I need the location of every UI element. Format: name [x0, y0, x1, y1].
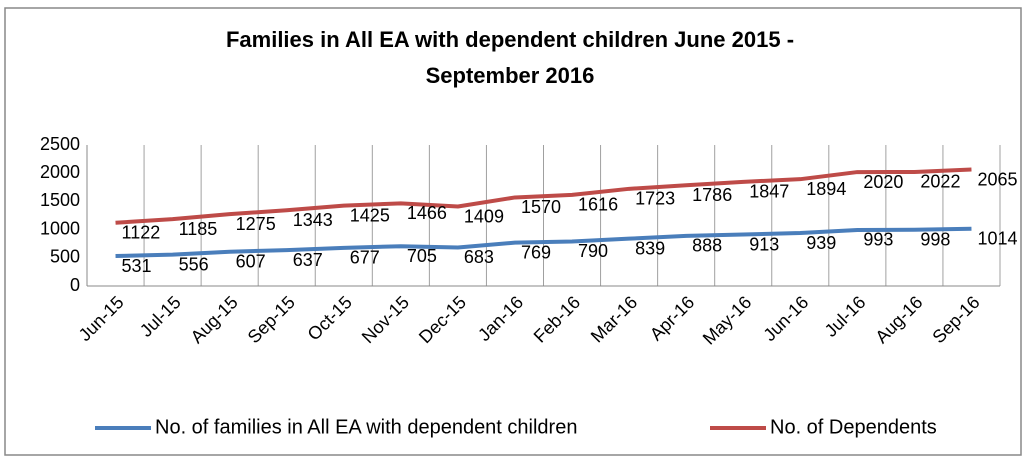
data-label: 1786: [692, 185, 732, 205]
data-label: 1275: [236, 214, 276, 234]
data-label: 1570: [521, 197, 561, 217]
data-label: 2020: [863, 172, 903, 192]
x-tick-label: Dec-15: [415, 292, 470, 347]
y-tick-label: 500: [50, 247, 80, 267]
data-label: 993: [863, 230, 893, 250]
data-label: 1894: [806, 179, 846, 199]
x-tick-label: Mar-16: [587, 292, 641, 346]
data-label: 637: [293, 250, 323, 270]
data-label: 1409: [464, 206, 504, 226]
data-label: 1122: [122, 222, 161, 242]
data-label: 2065: [977, 169, 1017, 189]
y-tick-label: 1500: [40, 190, 80, 210]
x-tick-label: Aug-16: [871, 292, 926, 347]
legend-label: No. of families in All EA with dependent…: [155, 416, 577, 438]
x-tick-label: Aug-15: [187, 292, 242, 347]
data-label: 913: [749, 234, 779, 254]
data-label: 790: [578, 241, 608, 261]
x-tick-label: Jun-16: [759, 292, 812, 345]
data-label: 683: [464, 247, 494, 267]
data-label: 839: [635, 238, 665, 258]
data-label: 2022: [920, 172, 960, 192]
x-tick-label: May-16: [699, 292, 756, 349]
data-label: 888: [692, 236, 722, 256]
data-label: 705: [407, 246, 437, 266]
data-label: 939: [806, 233, 836, 253]
y-tick-label: 0: [70, 275, 80, 295]
y-tick-label: 2000: [40, 162, 80, 182]
series-line: [115, 226, 972, 259]
x-tick-label: Sep-15: [244, 292, 299, 347]
data-label: 1185: [179, 219, 218, 239]
data-label: 998: [920, 229, 950, 249]
data-label: 1466: [407, 203, 447, 223]
data-label: 769: [521, 242, 551, 262]
data-label: 1847: [749, 182, 789, 202]
data-label: 1616: [578, 195, 618, 215]
x-tick-label: Apr-16: [646, 292, 698, 344]
series-line: [115, 167, 972, 225]
x-tick-label: Nov-15: [358, 292, 413, 347]
x-tick-label: Feb-16: [530, 292, 584, 346]
data-label: 1723: [635, 189, 675, 209]
y-tick-label: 2500: [40, 134, 80, 154]
x-tick-label: Jun-15: [75, 292, 128, 345]
y-tick-label: 1000: [40, 218, 80, 238]
x-tick-label: Jul-16: [821, 292, 870, 341]
data-label: 531: [122, 256, 152, 276]
legend-label: No. of Dependents: [770, 416, 937, 438]
frame: [4, 7, 1022, 456]
chart-title: Families in All EA with dependent childr…: [225, 27, 795, 88]
x-tick-label: Jul-15: [136, 292, 185, 341]
x-tick-label: Sep-16: [928, 292, 983, 347]
data-label: 677: [350, 248, 380, 268]
data-label: 1343: [293, 210, 333, 230]
x-tick-label: Jan-16: [474, 292, 527, 345]
data-label: 1425: [350, 205, 390, 225]
data-label: 1014: [977, 229, 1017, 249]
data-label: 607: [236, 252, 266, 272]
x-tick-label: Oct-15: [304, 292, 356, 344]
data-label: 556: [179, 254, 209, 274]
